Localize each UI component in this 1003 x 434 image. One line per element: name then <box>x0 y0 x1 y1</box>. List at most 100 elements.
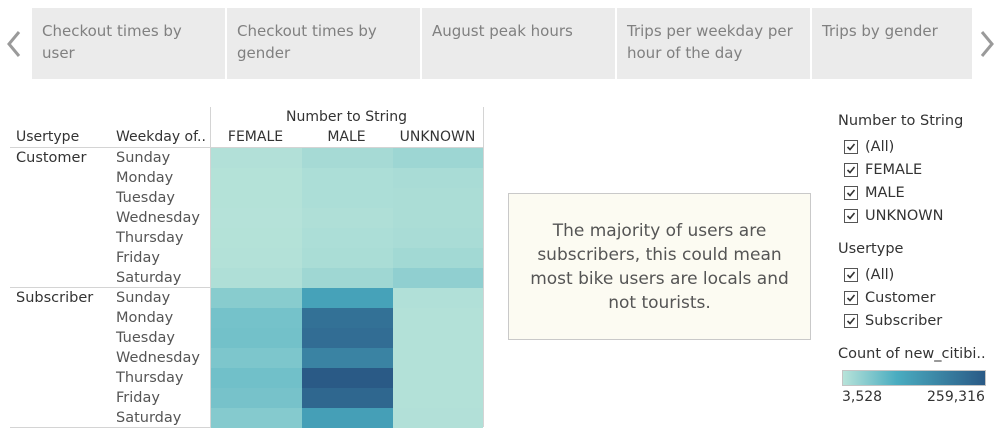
weekday-label: Monday <box>116 310 174 326</box>
heatmap-cell[interactable] <box>211 348 302 368</box>
heatmap-cell[interactable] <box>302 248 393 268</box>
row-header-weekday: Weekday of.. <box>116 129 206 145</box>
annotation-text: The majority of users are subscribers, t… <box>530 220 789 313</box>
story-tab-trips-by-gender[interactable]: Trips by gender <box>812 8 972 79</box>
story-tab-trips-weekday-hour[interactable]: Trips per weekday per hour of the day <box>617 8 810 79</box>
heatmap-cell[interactable] <box>211 188 302 208</box>
heatmap-cell[interactable] <box>302 408 393 428</box>
chevron-right-icon[interactable] <box>975 24 1003 64</box>
heatmap-cell[interactable] <box>302 348 393 368</box>
heatmap-cell[interactable] <box>302 368 393 388</box>
filter-item-usertype-subscriber[interactable]: Subscriber <box>844 312 942 330</box>
heatmap-cell[interactable] <box>393 288 483 308</box>
color-legend-min: 3,528 <box>842 389 883 405</box>
heatmap-cell[interactable] <box>302 308 393 328</box>
chevron-left-icon[interactable] <box>2 24 30 64</box>
heatmap-cell[interactable] <box>393 348 483 368</box>
checkbox-checked-icon[interactable] <box>844 314 858 328</box>
heatmap-cell[interactable] <box>211 148 302 168</box>
usertype-label-subscriber: Subscriber <box>16 290 94 306</box>
weekday-label: Monday <box>116 170 174 186</box>
weekday-label: Friday <box>116 250 160 266</box>
heatmap-cell[interactable] <box>211 328 302 348</box>
weekday-label: Thursday <box>116 370 184 386</box>
weekday-label: Sunday <box>116 150 171 166</box>
color-ramp <box>842 370 986 386</box>
story-tab-checkout-by-user[interactable]: Checkout times by user <box>32 8 225 79</box>
filter-item-label: MALE <box>865 185 905 201</box>
filter-item-gender-all[interactable]: (All) <box>844 138 894 156</box>
heatmap-cell[interactable] <box>211 308 302 328</box>
story-tab-august-peak-hours[interactable]: August peak hours <box>422 8 615 79</box>
checkbox-checked-icon[interactable] <box>844 140 858 154</box>
heatmap-cell[interactable] <box>393 408 483 428</box>
checkbox-checked-icon[interactable] <box>844 291 858 305</box>
story-tab-label: Trips per weekday per hour of the day <box>627 22 793 62</box>
heatmap-cell[interactable] <box>211 408 302 428</box>
filter-item-usertype-customer[interactable]: Customer <box>844 289 935 307</box>
story-tab-label: Checkout times by gender <box>237 22 377 62</box>
heatmap-cell[interactable] <box>393 148 483 168</box>
checkbox-checked-icon[interactable] <box>844 268 858 282</box>
weekday-label: Wednesday <box>116 210 200 226</box>
heatmap-cell[interactable] <box>211 228 302 248</box>
heatmap-cell[interactable] <box>211 248 302 268</box>
heatmap-cell[interactable] <box>302 388 393 408</box>
heatmap-cell[interactable] <box>211 168 302 188</box>
filter-item-label: (All) <box>865 139 895 155</box>
heatmap-cell[interactable] <box>302 188 393 208</box>
heatmap-cell[interactable] <box>393 168 483 188</box>
filter-item-usertype-all[interactable]: (All) <box>844 266 894 284</box>
filter-item-gender-unknown[interactable]: UNKNOWN <box>844 207 943 225</box>
heatmap-cell[interactable] <box>211 208 302 228</box>
weekday-label: Saturday <box>116 270 182 286</box>
heatmap-cell[interactable] <box>393 208 483 228</box>
heatmap-cell[interactable] <box>211 268 302 288</box>
heatmap-cell[interactable] <box>302 228 393 248</box>
weekday-label: Tuesday <box>116 330 175 346</box>
heatmap-cell[interactable] <box>211 288 302 308</box>
filter-item-gender-female[interactable]: FEMALE <box>844 161 922 179</box>
annotation-box: The majority of users are subscribers, t… <box>508 193 811 340</box>
grid-line <box>210 107 211 427</box>
heatmap-cell[interactable] <box>302 168 393 188</box>
heatmap-cell[interactable] <box>393 328 483 348</box>
heatmap-cell[interactable] <box>393 388 483 408</box>
grid-line <box>10 147 483 148</box>
checkbox-checked-icon[interactable] <box>844 186 858 200</box>
heatmap-cell[interactable] <box>302 268 393 288</box>
heatmap-cell[interactable] <box>302 148 393 168</box>
checkbox-checked-icon[interactable] <box>844 163 858 177</box>
column-header-female: FEMALE <box>227 129 284 145</box>
heatmap-cell[interactable] <box>393 188 483 208</box>
heatmap-cell[interactable] <box>302 208 393 228</box>
heatmap-cell[interactable] <box>393 268 483 288</box>
weekday-label: Friday <box>116 390 160 406</box>
filter-item-gender-male[interactable]: MALE <box>844 184 905 202</box>
column-header-male: MALE <box>327 129 366 145</box>
heatmap-cell[interactable] <box>211 388 302 408</box>
filter-item-label: Customer <box>865 290 936 306</box>
weekday-label: Saturday <box>116 410 182 426</box>
weekday-label: Sunday <box>116 290 171 306</box>
heatmap-cell[interactable] <box>302 288 393 308</box>
column-group-title: Number to String <box>286 109 407 125</box>
color-legend-title: Count of new_citibi.. <box>838 346 986 362</box>
weekday-label: Thursday <box>116 230 184 246</box>
heatmap-cell[interactable] <box>393 228 483 248</box>
story-tab-label: Checkout times by user <box>42 22 182 62</box>
color-legend-max: 259,316 <box>927 389 985 405</box>
filter-item-label: UNKNOWN <box>865 208 944 224</box>
column-header-unknown: UNKNOWN <box>399 129 476 145</box>
row-header-usertype: Usertype <box>16 129 80 145</box>
weekday-label: Tuesday <box>116 190 175 206</box>
checkbox-checked-icon[interactable] <box>844 209 858 223</box>
story-tab-checkout-by-gender[interactable]: Checkout times by gender <box>227 8 420 79</box>
heatmap-cell[interactable] <box>393 308 483 328</box>
story-navigator: Checkout times by user Checkout times by… <box>32 8 974 79</box>
heatmap-cell[interactable] <box>393 368 483 388</box>
heatmap-cell[interactable] <box>393 248 483 268</box>
usertype-label-customer: Customer <box>16 150 87 166</box>
heatmap-cell[interactable] <box>302 328 393 348</box>
heatmap-cell[interactable] <box>211 368 302 388</box>
